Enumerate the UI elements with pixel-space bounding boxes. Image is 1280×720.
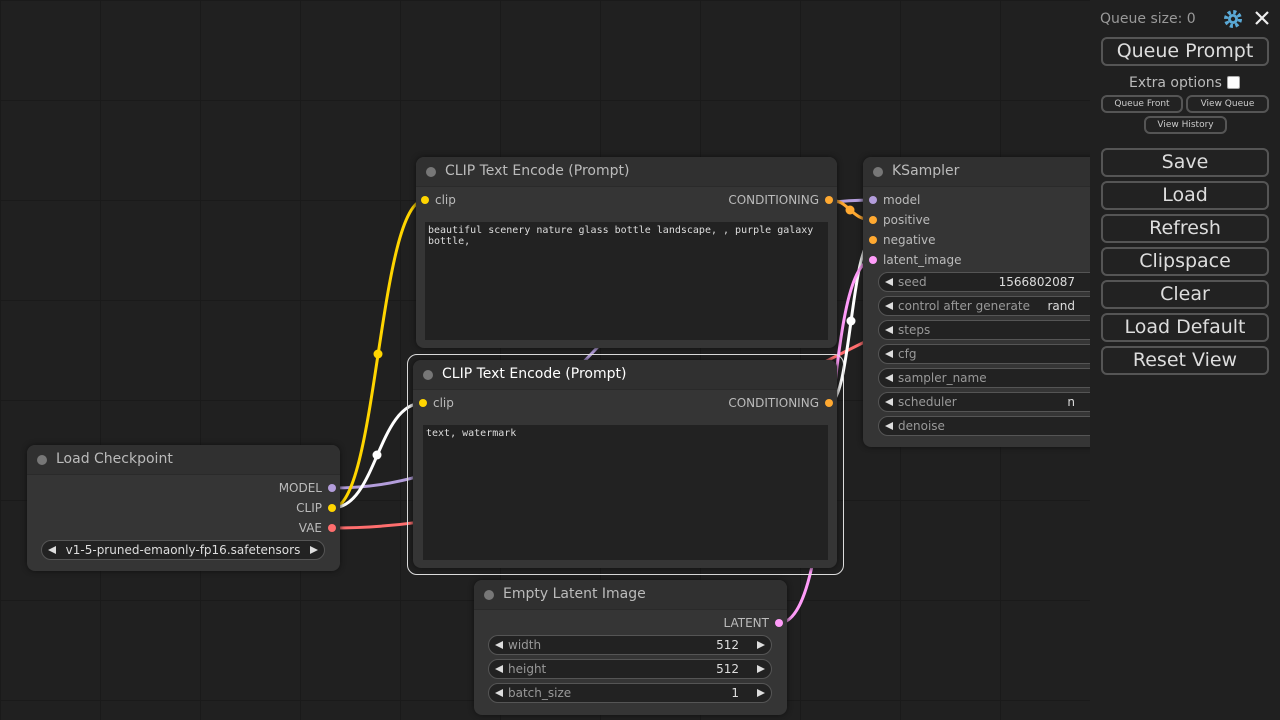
combo-widget[interactable]: v1-5-pruned-emaonly-fp16.safetensors (41, 540, 325, 560)
widget-label: cfg (898, 347, 917, 361)
queue-size: Queue size: 0 (1100, 11, 1196, 27)
number-widget[interactable]: height 512 (488, 659, 772, 679)
combo-widget[interactable]: control after generate rand (878, 296, 1108, 316)
node-title-bar[interactable]: Load Checkpoint (27, 445, 340, 475)
node[interactable]: KSampler model positive negative latent_… (863, 157, 1123, 447)
output-slot[interactable]: MODEL (279, 481, 337, 495)
node-title: CLIP Text Encode (Prompt) (445, 163, 630, 179)
node[interactable]: Empty Latent Image LATENT width 512 heigh… (474, 580, 787, 715)
output-slot[interactable]: VAE (299, 521, 337, 535)
widget-label: seed (898, 275, 927, 289)
clipspace-button[interactable]: Clipspace (1101, 247, 1269, 276)
clear-button[interactable]: Clear (1101, 280, 1269, 309)
collapse-dot[interactable] (37, 455, 47, 465)
number-widget[interactable]: denoise (878, 416, 1108, 436)
node-title-bar[interactable]: Empty Latent Image (474, 580, 787, 610)
number-widget[interactable]: width 512 (488, 635, 772, 655)
extra-options-label: Extra options (1129, 75, 1222, 91)
node-title: CLIP Text Encode (Prompt) (442, 366, 627, 382)
selection-outline (407, 354, 844, 575)
node[interactable]: Load Checkpoint MODEL CLIP VAE v1-5-prun… (27, 445, 340, 571)
link-center (845, 205, 855, 215)
widget-value: 512 (716, 662, 739, 676)
widget-label: width (508, 638, 542, 652)
widget-label: batch_size (508, 686, 572, 700)
widget-value: 1 (731, 686, 739, 700)
node[interactable]: CLIP Text Encode (Prompt) clip CONDITION… (416, 157, 837, 348)
widget-label: denoise (898, 419, 945, 433)
close-icon[interactable] (1255, 11, 1269, 25)
load-button[interactable]: Load (1101, 181, 1269, 210)
widget-value: rand (1047, 299, 1075, 313)
queue-prompt-button[interactable]: Queue Prompt (1101, 37, 1269, 66)
input-slot[interactable]: clip (421, 193, 456, 207)
extra-options-checkbox[interactable] (1227, 76, 1240, 89)
number-widget[interactable]: steps (878, 320, 1108, 340)
collapse-dot[interactable] (423, 370, 433, 380)
node-title-bar[interactable]: CLIP Text Encode (Prompt) (416, 157, 837, 187)
link-center (372, 450, 382, 460)
prompt-textarea[interactable]: text, watermark (423, 425, 828, 560)
number-widget[interactable]: seed 1566802087 (878, 272, 1108, 292)
node-title-bar[interactable]: KSampler (863, 157, 1123, 187)
input-slot[interactable]: model (868, 193, 920, 207)
widget-label: sampler_name (898, 371, 987, 385)
load-default-button[interactable]: Load Default (1101, 313, 1269, 342)
collapse-dot[interactable] (426, 167, 436, 177)
node-title-bar[interactable]: CLIP Text Encode (Prompt) (413, 360, 837, 390)
widget-label: height (508, 662, 547, 676)
number-widget[interactable]: cfg (878, 344, 1108, 364)
output-slot[interactable]: CONDITIONING (728, 193, 833, 207)
input-slot[interactable]: positive (868, 213, 930, 227)
collapse-dot[interactable] (484, 590, 494, 600)
combo-widget[interactable]: sampler_name (878, 368, 1108, 388)
widget-label: steps (898, 323, 931, 337)
menu-panel: Queue size: 0 Queue Prompt Extra options… (1090, 0, 1280, 720)
node-title: KSampler (892, 163, 960, 179)
combo-widget[interactable]: scheduler n (878, 392, 1108, 412)
node-title: Empty Latent Image (503, 586, 646, 602)
widget-value: 1566802087 (998, 275, 1075, 289)
reset-view-button[interactable]: Reset View (1101, 346, 1269, 375)
prompt-textarea[interactable]: beautiful scenery nature glass bottle la… (425, 222, 828, 340)
view-history-button[interactable]: View History (1144, 116, 1227, 134)
number-widget[interactable]: batch_size 1 (488, 683, 772, 703)
widget-value: n (1067, 395, 1075, 409)
node[interactable]: CLIP Text Encode (Prompt) clip CONDITION… (413, 360, 837, 568)
link-center (373, 349, 383, 359)
save-button[interactable]: Save (1101, 148, 1269, 177)
output-slot[interactable]: LATENT (724, 616, 784, 630)
node-title: Load Checkpoint (56, 451, 173, 467)
collapse-dot[interactable] (873, 167, 883, 177)
view-queue-button[interactable]: View Queue (1186, 95, 1269, 113)
input-slot[interactable]: negative (868, 233, 935, 247)
link-center (846, 316, 856, 326)
queue-front-button[interactable]: Queue Front (1101, 95, 1183, 113)
input-slot[interactable]: clip (419, 396, 454, 410)
widget-value: v1-5-pruned-emaonly-fp16.safetensors (65, 543, 301, 557)
settings-icon[interactable] (1223, 9, 1243, 29)
output-slot[interactable]: CONDITIONING (728, 396, 833, 410)
refresh-button[interactable]: Refresh (1101, 214, 1269, 243)
widget-label: scheduler (898, 395, 957, 409)
output-slot[interactable]: CLIP (296, 501, 336, 515)
input-slot[interactable]: latent_image (868, 253, 961, 267)
widget-value: 512 (716, 638, 739, 652)
widget-label: control after generate (898, 299, 1030, 313)
